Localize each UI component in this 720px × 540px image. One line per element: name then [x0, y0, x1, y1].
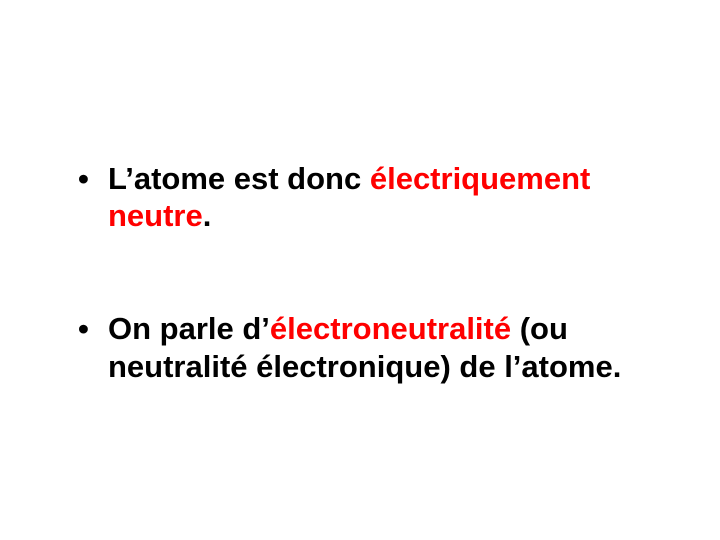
text-run-highlight: électroneutralité: [270, 311, 511, 346]
bullet-list: L’atome est donc électriquement neutre. …: [60, 160, 660, 385]
text-run: L’atome est donc: [108, 161, 370, 196]
bullet-item: L’atome est donc électriquement neutre.: [60, 160, 660, 234]
text-run: .: [203, 198, 212, 233]
text-run: On parle d’: [108, 311, 270, 346]
slide: L’atome est donc électriquement neutre. …: [0, 0, 720, 540]
bullet-item: On parle d’électroneutralité (ou neutral…: [60, 310, 660, 384]
